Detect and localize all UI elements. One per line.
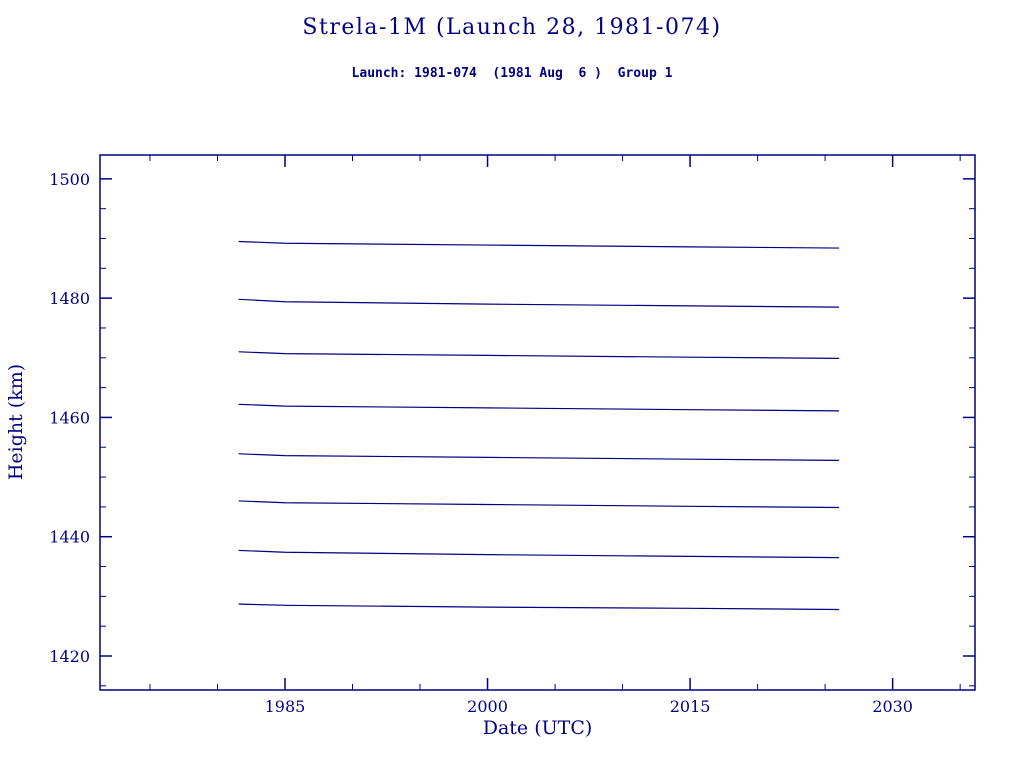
height-line-series-2	[238, 298, 840, 308]
height-line-series-7	[238, 549, 840, 559]
x-tick-label: 2030	[872, 697, 913, 716]
y-tick-label: 1460	[49, 408, 90, 427]
chart-title: Strela-1M (Launch 28, 1981-074)	[302, 15, 722, 40]
height-line-series-5	[238, 453, 840, 461]
x-axis-label: Date (UTC)	[482, 717, 593, 739]
x-tick-label: 2015	[670, 697, 711, 716]
y-tick-label: 1500	[49, 170, 90, 189]
y-tick-label: 1420	[49, 647, 90, 666]
height-line-series-6	[238, 500, 840, 509]
y-tick-label: 1440	[49, 528, 90, 547]
x-tick-label: 1985	[265, 697, 306, 716]
height-line-series-4	[238, 403, 840, 412]
y-tick-label: 1480	[49, 289, 90, 308]
plot-frame	[99, 154, 976, 691]
x-tick-label: 2000	[467, 697, 508, 716]
y-axis-label: Height (km)	[5, 363, 27, 481]
chart-subtitle: Launch: 1981-074 (1981 Aug 6 ) Group 1	[351, 66, 673, 81]
height-line-series-8	[238, 603, 840, 611]
height-line-series-1	[238, 240, 840, 249]
height-line-series-3	[238, 351, 840, 359]
